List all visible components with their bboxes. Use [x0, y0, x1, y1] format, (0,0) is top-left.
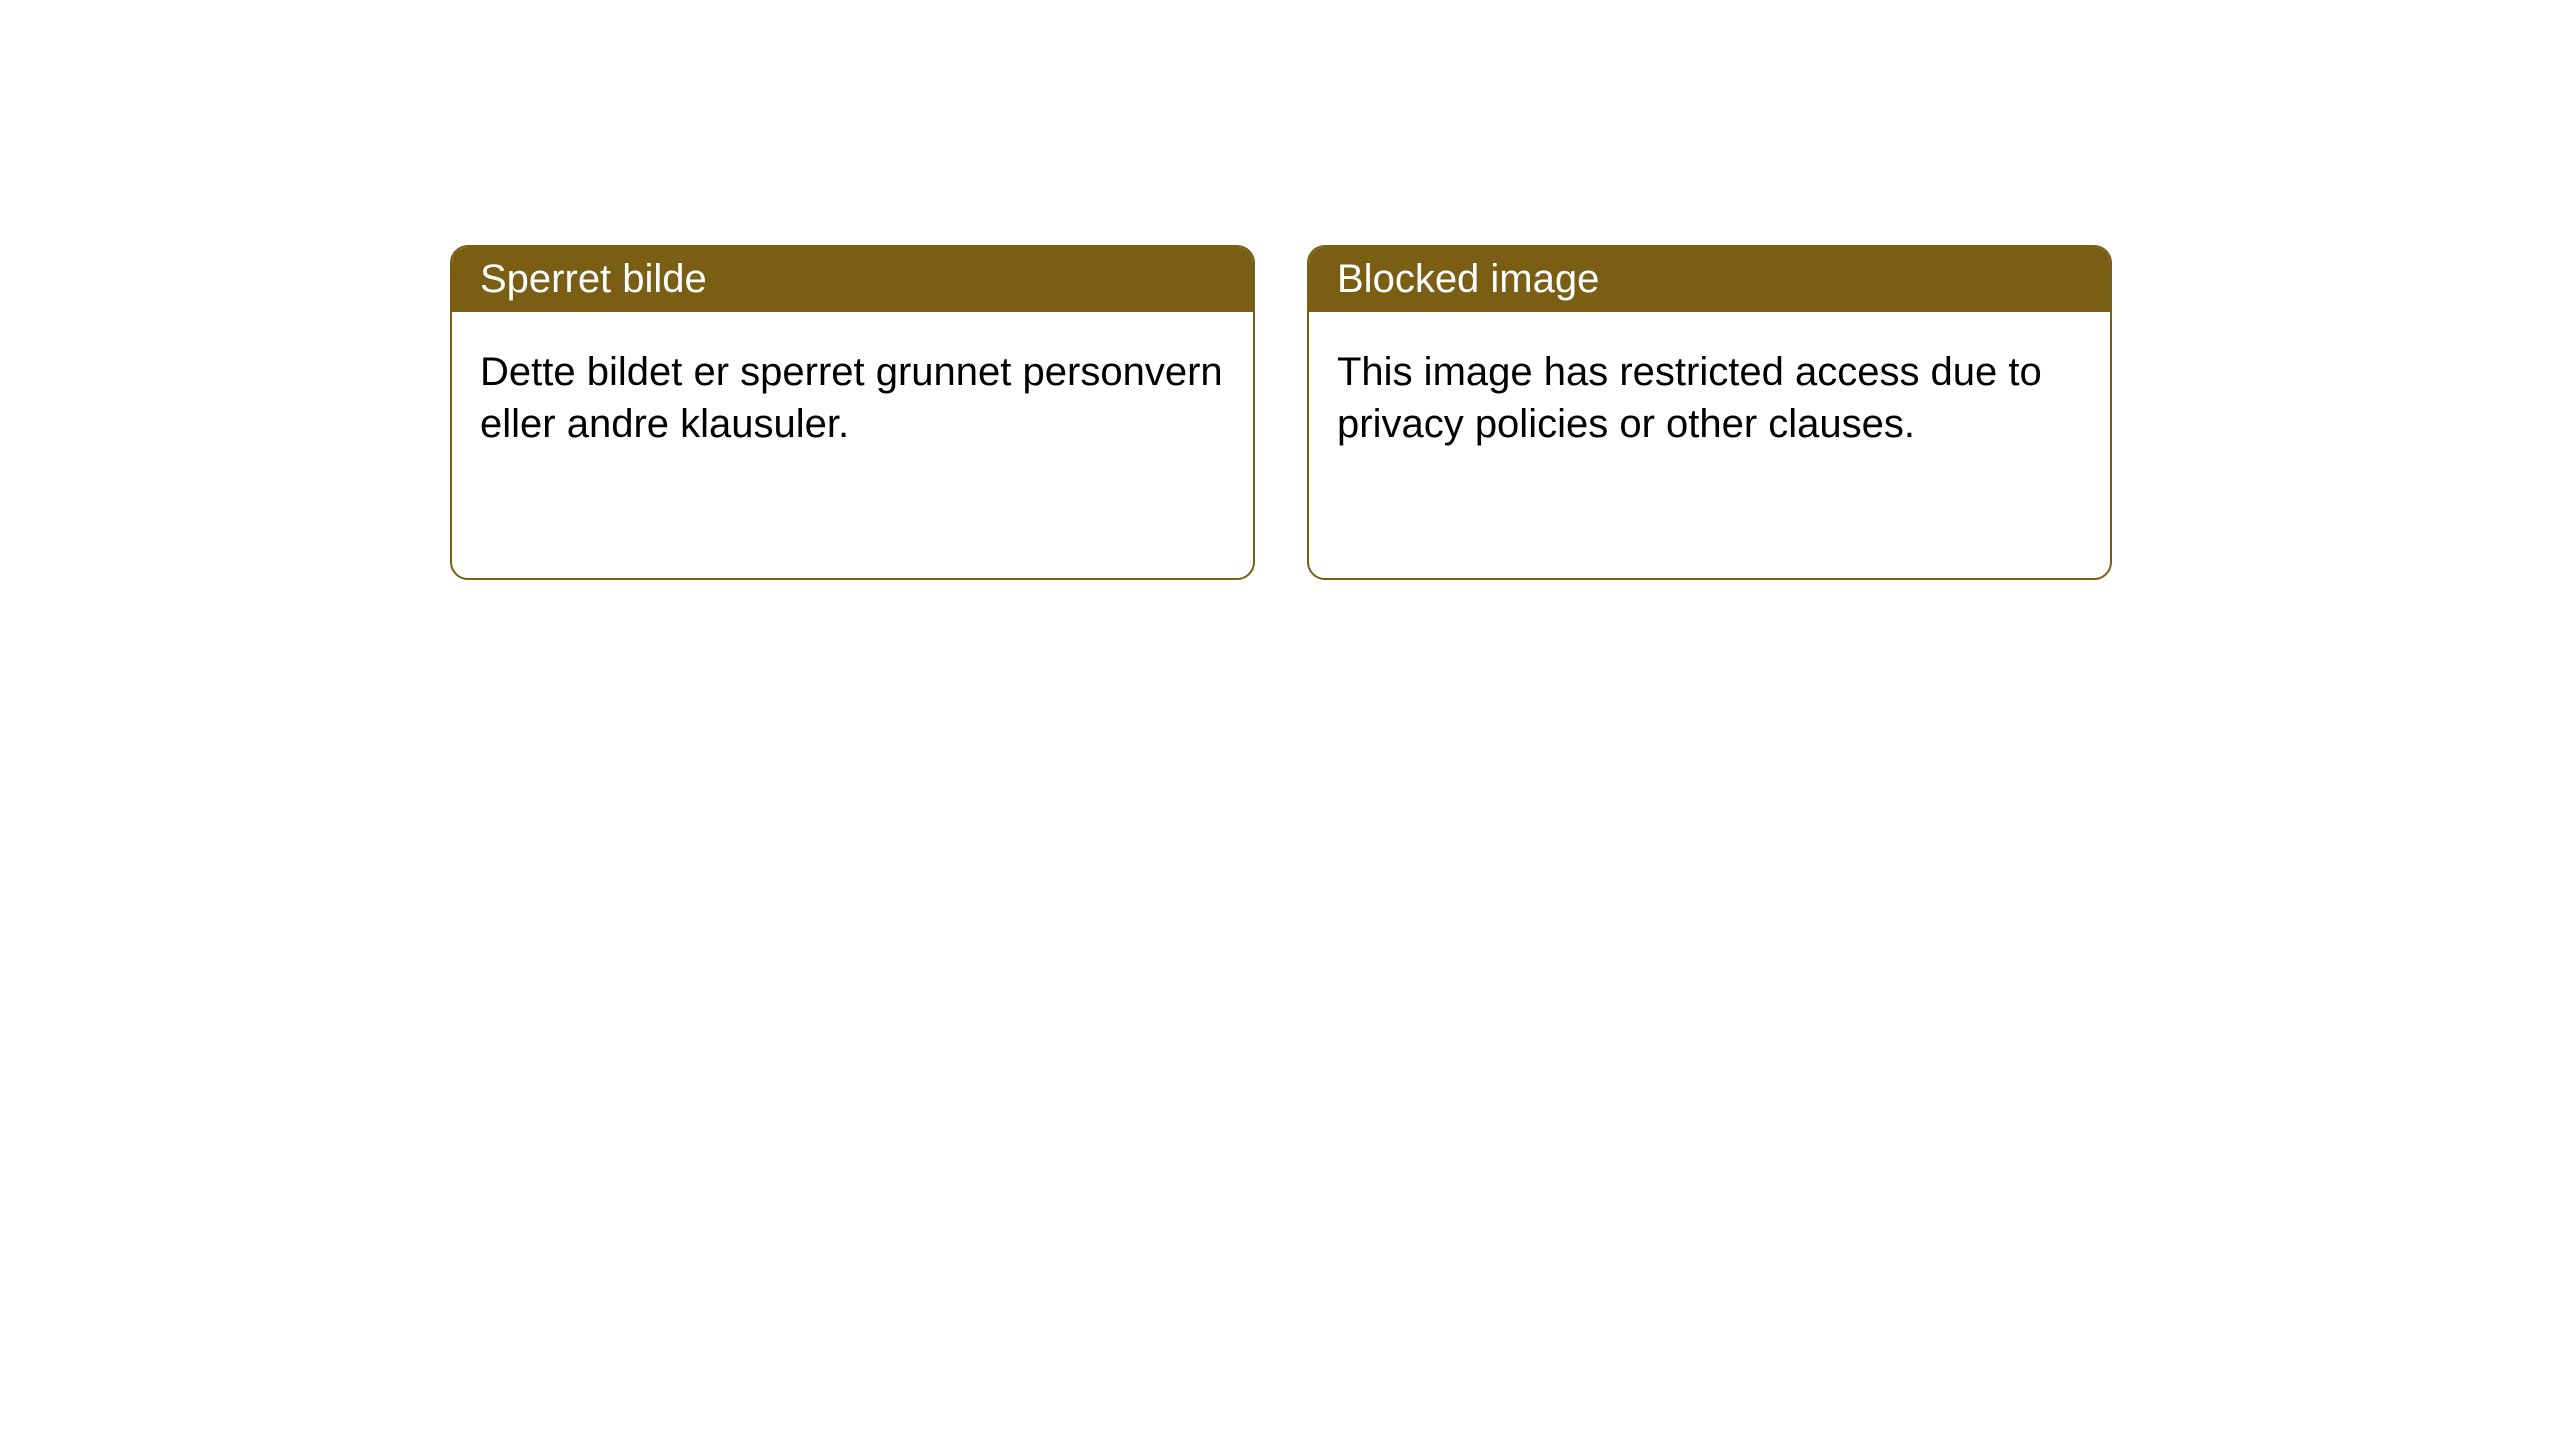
notice-card-header-en: Blocked image: [1309, 247, 2110, 312]
notice-card-body-en: This image has restricted access due to …: [1309, 312, 2110, 484]
notice-card-header-no: Sperret bilde: [452, 247, 1253, 312]
notice-card-no: Sperret bilde Dette bildet er sperret gr…: [450, 245, 1255, 580]
notice-cards-container: Sperret bilde Dette bildet er sperret gr…: [450, 245, 2112, 580]
notice-body-en: This image has restricted access due to …: [1337, 350, 2042, 446]
notice-body-no: Dette bildet er sperret grunnet personve…: [480, 350, 1223, 446]
notice-card-body-no: Dette bildet er sperret grunnet personve…: [452, 312, 1253, 484]
notice-card-en: Blocked image This image has restricted …: [1307, 245, 2112, 580]
notice-title-en: Blocked image: [1337, 257, 1599, 301]
notice-title-no: Sperret bilde: [480, 257, 707, 301]
